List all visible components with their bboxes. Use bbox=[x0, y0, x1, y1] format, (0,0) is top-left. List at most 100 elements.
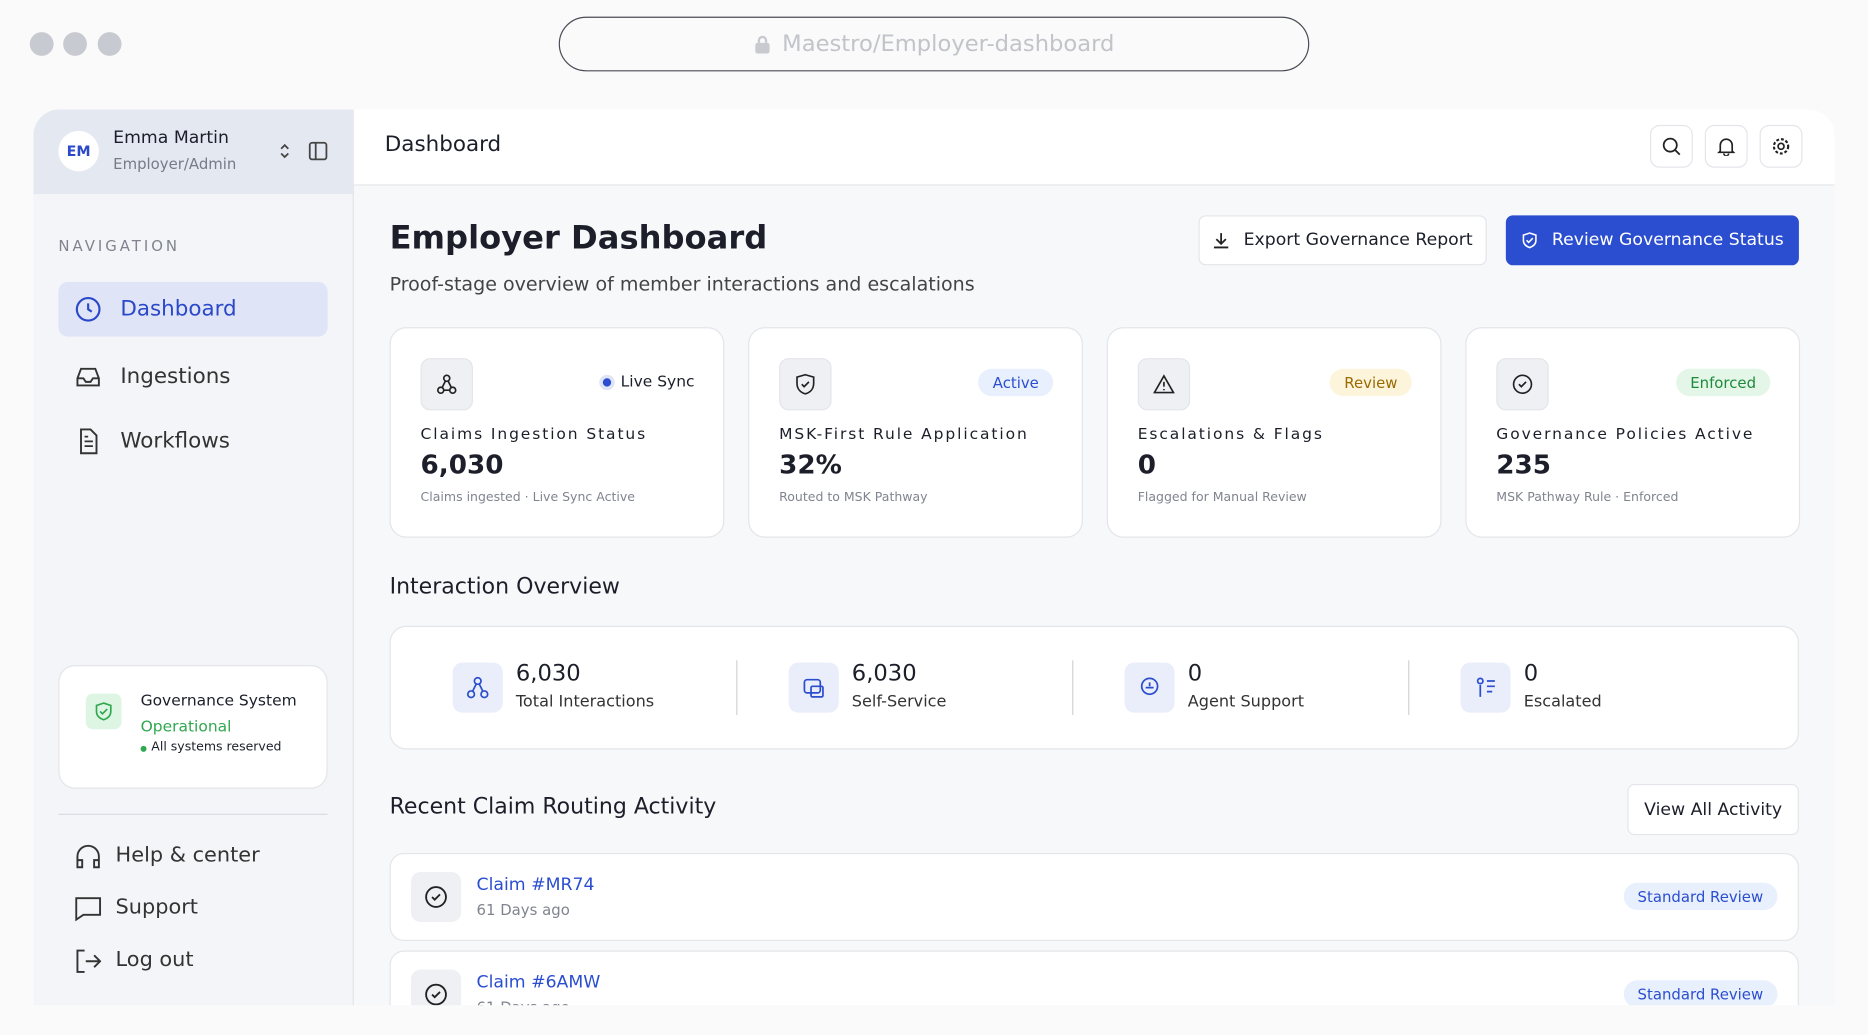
claim-time: 61 Days ago bbox=[477, 998, 570, 1005]
search-button[interactable] bbox=[1649, 124, 1693, 168]
gov-title: Governance System bbox=[140, 692, 297, 711]
overview-value: 0 bbox=[1523, 660, 1539, 687]
button-label: Review Governance Status bbox=[1551, 230, 1784, 250]
overview-value: 6,030 bbox=[515, 660, 581, 687]
divider bbox=[736, 660, 738, 715]
lock-icon bbox=[754, 35, 770, 54]
stat-card: Review Escalations & Flags 0 Flagged for… bbox=[1106, 327, 1442, 538]
export-button[interactable]: Export Governance Report bbox=[1198, 215, 1487, 266]
settings-button[interactable] bbox=[1759, 124, 1803, 168]
divider bbox=[1072, 660, 1074, 715]
overview-icon bbox=[1124, 662, 1175, 713]
section-title: Recent Claim Routing Activity bbox=[389, 794, 717, 820]
nav-icon bbox=[80, 428, 98, 455]
gov-note: All systems reserved bbox=[151, 739, 282, 755]
user-role: Employer/Admin bbox=[113, 154, 237, 173]
nav-item[interactable]: Workflows bbox=[120, 428, 230, 454]
footer-link[interactable]: Support bbox=[115, 895, 198, 920]
claim-badge: Standard Review bbox=[1623, 980, 1778, 1006]
user-bar[interactable]: EM Emma Martin Employer/Admin bbox=[33, 109, 353, 194]
card-icon bbox=[420, 358, 473, 411]
logout-icon bbox=[76, 949, 102, 973]
claim-row[interactable]: Claim #6AMW 61 Days ago Standard Review bbox=[389, 950, 1799, 1006]
card-badge: Enforced bbox=[1675, 368, 1771, 397]
url-text: Maestro/Employer-dashboard bbox=[782, 30, 1115, 58]
help-icon bbox=[76, 844, 100, 869]
overview-label: Total Interactions bbox=[515, 692, 655, 712]
footer-link[interactable]: Help & center bbox=[115, 843, 260, 868]
stat-card: Active MSK-First Rule Application 32% Ro… bbox=[748, 327, 1083, 538]
overview-icon bbox=[452, 662, 503, 713]
window-dot bbox=[29, 32, 54, 56]
card-icon bbox=[779, 358, 832, 411]
card-title: Governance Policies Active bbox=[1496, 425, 1755, 444]
card-badge: Review bbox=[1329, 368, 1412, 397]
window-dot bbox=[63, 32, 87, 56]
badge-text: Live Sync bbox=[620, 373, 695, 392]
shield-icon bbox=[85, 693, 122, 730]
nav-icon bbox=[76, 367, 100, 387]
sync-dot bbox=[602, 378, 612, 387]
app-window: EM Emma Martin Employer/Admin NAVIGATION… bbox=[33, 109, 1835, 1006]
header-title: Dashboard bbox=[384, 132, 502, 158]
overview-card: 6,030 Total Interactions 6,030 Self-Serv… bbox=[389, 625, 1799, 750]
card-value: 0 bbox=[1137, 450, 1156, 481]
gov-status: Operational bbox=[140, 718, 232, 737]
avatar: EM bbox=[58, 130, 99, 172]
overview-value: 0 bbox=[1187, 660, 1203, 687]
page-subtitle: Proof-stage overview of member interacti… bbox=[389, 272, 975, 296]
overview-label: Agent Support bbox=[1187, 692, 1305, 712]
chevron-icon[interactable] bbox=[278, 143, 292, 160]
review-button[interactable]: Review Governance Status bbox=[1505, 215, 1799, 266]
sidebar: EM Emma Martin Employer/Admin NAVIGATION… bbox=[33, 109, 354, 1006]
overview-icon bbox=[788, 662, 839, 713]
overview-icon bbox=[1460, 662, 1511, 713]
user-name: Emma Martin bbox=[113, 128, 229, 148]
card-value: 6,030 bbox=[420, 450, 504, 481]
card-icon bbox=[1137, 358, 1191, 411]
card-sub: Routed to MSK Pathway bbox=[779, 490, 928, 505]
top-bar: Dashboard bbox=[353, 109, 1835, 186]
claim-id[interactable]: Claim #MR74 bbox=[476, 875, 595, 895]
footer-link[interactable]: Log out bbox=[115, 948, 194, 972]
claim-row[interactable]: Claim #MR74 61 Days ago Standard Review bbox=[389, 852, 1799, 942]
card-title: Claims Ingestion Status bbox=[420, 425, 648, 444]
card-badge: Active bbox=[978, 368, 1054, 397]
nav-active-bg bbox=[58, 281, 328, 337]
card-sub: Claims ingested · Live Sync Active bbox=[420, 490, 635, 505]
card-title: Escalations & Flags bbox=[1137, 425, 1324, 444]
divider bbox=[58, 813, 328, 815]
card-icon bbox=[1496, 358, 1549, 411]
claim-icon bbox=[411, 969, 462, 1006]
support-icon bbox=[75, 897, 102, 922]
claim-badge: Standard Review bbox=[1623, 882, 1778, 911]
stat-card: Live Sync Claims Ingestion Status 6,030 … bbox=[389, 327, 725, 538]
address-bar[interactable]: Maestro/Employer-dashboard bbox=[558, 16, 1310, 72]
stat-card: Enforced Governance Policies Active 235 … bbox=[1465, 327, 1801, 538]
claim-icon bbox=[411, 872, 462, 922]
claim-id[interactable]: Claim #6AMW bbox=[476, 973, 601, 993]
section-title: Interaction Overview bbox=[389, 574, 620, 600]
divider bbox=[1408, 660, 1410, 715]
nav-title: NAVIGATION bbox=[58, 236, 181, 255]
card-sub: MSK Pathway Rule · Enforced bbox=[1496, 490, 1679, 505]
page-title: Employer Dashboard bbox=[389, 220, 768, 257]
nav-icon bbox=[75, 296, 101, 322]
overview-value: 6,030 bbox=[851, 660, 917, 687]
card-badge: Live Sync bbox=[602, 373, 695, 392]
window-dot bbox=[97, 32, 122, 56]
overview-label: Self-Service bbox=[851, 692, 947, 712]
notification-button[interactable] bbox=[1704, 124, 1748, 168]
nav-item[interactable]: Dashboard bbox=[120, 296, 237, 322]
overview-label: Escalated bbox=[1523, 692, 1602, 712]
card-sub: Flagged for Manual Review bbox=[1137, 490, 1307, 505]
governance-card: Governance System Operational All system… bbox=[58, 665, 328, 789]
sidebar-toggle[interactable] bbox=[308, 141, 328, 161]
card-value: 32% bbox=[779, 450, 842, 481]
status-dot bbox=[140, 745, 147, 752]
card-title: MSK-First Rule Application bbox=[779, 425, 1029, 444]
view-all-button[interactable]: View All Activity bbox=[1627, 783, 1799, 836]
nav-item[interactable]: Ingestions bbox=[120, 364, 231, 390]
